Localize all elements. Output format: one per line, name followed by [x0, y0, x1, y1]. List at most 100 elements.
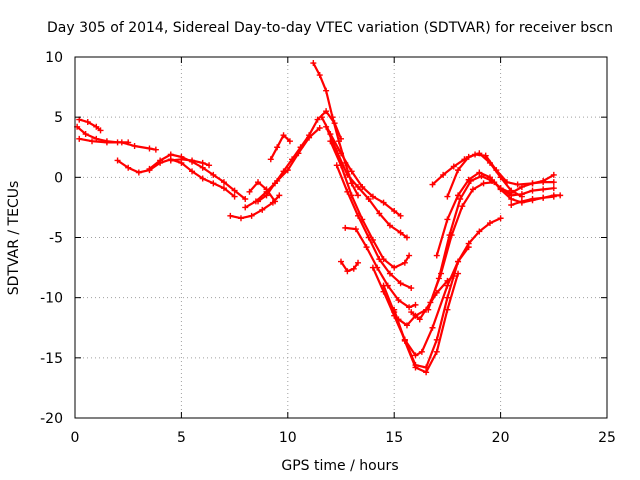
axis-ticks: 0 5 10 15 20 25 -20 -15 -10 -5 0 5 10 [40, 50, 616, 446]
data-point [276, 192, 283, 199]
data-point [444, 277, 451, 284]
data-point [89, 138, 96, 145]
data-point [248, 212, 255, 219]
data-point [557, 192, 564, 199]
data-point [306, 132, 313, 139]
data-point [518, 198, 525, 205]
data-point [391, 306, 398, 313]
data-point [280, 168, 287, 175]
data-point [529, 180, 536, 187]
data-point [469, 186, 476, 193]
data-point [497, 186, 504, 193]
data-point [395, 316, 402, 323]
data-point [178, 156, 185, 163]
series-track-14 [333, 162, 415, 292]
data-point [338, 258, 344, 265]
data-point [97, 127, 104, 134]
data-point [412, 301, 419, 308]
data-point [380, 199, 387, 206]
data-point [350, 265, 357, 272]
data-point [118, 139, 125, 146]
data-point [363, 244, 370, 251]
data-point [397, 280, 404, 287]
data-point [167, 157, 174, 164]
y-tick-label: -5 [49, 231, 63, 247]
series-trace [329, 140, 411, 269]
data-point [472, 151, 479, 158]
x-tick-label: 25 [598, 430, 616, 446]
data-point [425, 306, 432, 313]
data-point [401, 337, 408, 344]
data-point [242, 195, 249, 202]
data-point [401, 259, 408, 266]
data-point [220, 179, 227, 186]
data-point [444, 306, 451, 313]
data-point [435, 275, 442, 282]
series-track-27 [246, 179, 279, 205]
data-point [450, 273, 457, 280]
data-point [344, 188, 351, 195]
data-point [206, 162, 213, 169]
data-point [323, 123, 330, 130]
data-point [486, 220, 493, 227]
data-point [412, 352, 419, 359]
series-trace [335, 164, 413, 290]
x-tick-label: 5 [177, 430, 186, 446]
data-point [416, 316, 423, 323]
data-point [493, 167, 500, 174]
series-track-5 [146, 151, 249, 202]
data-point [514, 181, 521, 188]
data-point [391, 264, 398, 271]
data-point [455, 167, 462, 174]
data-point [423, 369, 430, 376]
data-point [348, 168, 355, 175]
series-trace [148, 153, 247, 201]
data-point [263, 186, 270, 193]
data-point [76, 135, 83, 142]
data-point [355, 259, 362, 266]
data-point [316, 124, 323, 131]
data-point [391, 208, 398, 215]
data-point [355, 192, 362, 199]
data-point [125, 164, 132, 171]
data-point [480, 180, 487, 187]
data-point [412, 364, 419, 371]
data-point [550, 192, 557, 199]
data-point [386, 222, 393, 229]
data-point [259, 206, 266, 213]
data-point [444, 193, 451, 200]
data-point [131, 143, 138, 150]
series-track-19 [391, 270, 462, 376]
series-trace [248, 181, 277, 203]
data-point [365, 195, 372, 202]
data-point [335, 138, 342, 145]
data-point [272, 198, 279, 205]
data-point [157, 157, 164, 164]
data-point [231, 187, 238, 194]
data-point [231, 193, 238, 200]
data-point [152, 146, 159, 153]
data-point [461, 156, 468, 163]
data-point [323, 108, 330, 115]
data-point [263, 192, 270, 199]
data-point [242, 204, 249, 211]
data-point [103, 139, 110, 146]
data-point [540, 186, 547, 193]
data-point [376, 256, 383, 263]
series-trace [116, 158, 236, 198]
data-point [386, 270, 393, 277]
data-point [333, 162, 340, 169]
x-tick-label: 10 [279, 430, 297, 446]
data-point [455, 270, 462, 277]
series-track-28 [267, 132, 293, 163]
data-point [408, 285, 415, 292]
series-track-26 [508, 192, 564, 209]
data-point [397, 229, 404, 236]
data-point [429, 181, 436, 188]
data-point [93, 123, 100, 130]
data-point [199, 175, 206, 182]
data-point [237, 215, 244, 222]
data-point [246, 188, 253, 195]
data-point [146, 165, 153, 172]
